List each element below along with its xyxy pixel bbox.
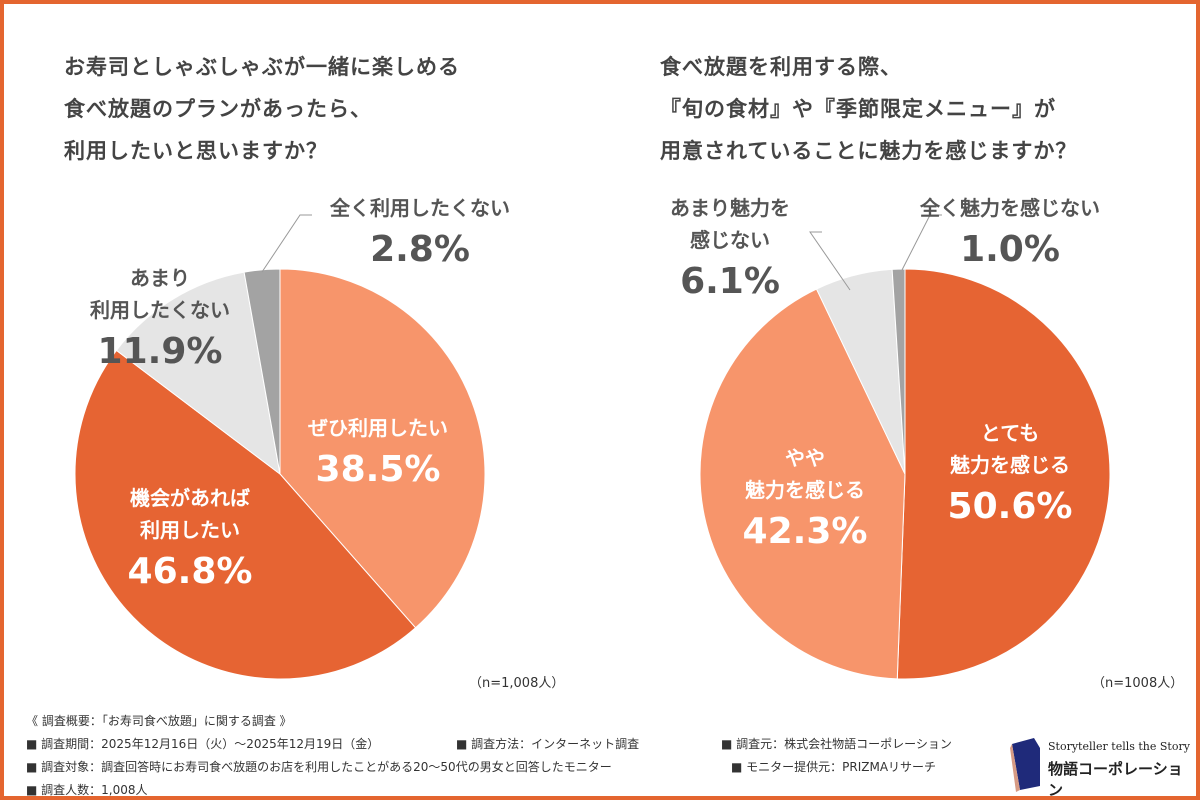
- pie1-slice-0-label: とても: [981, 421, 1039, 445]
- title-line: 用意されていることに魅力を感じますか？: [660, 139, 1078, 163]
- survey-source: ■ 調査元：株式会社物語コーポレーション: [721, 737, 952, 751]
- pie0-slice-1-value: 46.8%: [128, 551, 253, 592]
- title-line: 利用したいと思いますか？: [64, 139, 328, 163]
- pie1-slice-3-value: 1.0%: [960, 229, 1060, 270]
- survey-count: ■ 調査人数：1,008人: [26, 783, 148, 797]
- survey-summary: 《 調査概要：「お寿司食べ放題」に関する調査 》 ■ 調査期間：2025年12月…: [26, 710, 952, 802]
- pie0-slice-3-label: 全く利用したくない: [329, 196, 510, 220]
- pie0-slice-2-label: 利用したくない: [90, 298, 230, 322]
- left-sample-note: （n=1,008人）: [469, 676, 565, 691]
- left-chart-title: お寿司としゃぶしゃぶが一緒に楽しめる 食べ放題のプランがあったら、 利用したいと…: [64, 46, 460, 172]
- pie1-slice-2-value: 6.1%: [680, 261, 780, 302]
- pie0-slice-1: [74, 349, 417, 680]
- pie1-slice-2-label: あまり魅力を: [670, 196, 790, 220]
- summary-heading: 《 調査概要：「お寿司食べ放題」に関する調査 》: [26, 714, 292, 728]
- survey-period: ■ 調査期間：2025年12月16日（火）～2025年12月19日（金）: [26, 737, 380, 751]
- survey-provider: ■ モニター提供元：PRIZMAリサーチ: [731, 760, 937, 774]
- pie0-slice-2-value: 11.9%: [98, 331, 223, 372]
- title-line: お寿司としゃぶしゃぶが一緒に楽しめる: [64, 55, 460, 79]
- pie1-slice-1-label: 魅力を感じる: [745, 478, 865, 502]
- survey-method: ■ 調査方法：インターネット調査: [456, 737, 640, 751]
- right-chart-title: 食べ放題を利用する際、 『旬の食材』や『季節限定メニュー』が 用意されていること…: [660, 46, 1077, 172]
- pie0-slice-3-value: 2.8%: [370, 229, 470, 270]
- leader-line: [809, 231, 851, 291]
- pie1-slice-2-label: 感じない: [690, 228, 770, 252]
- pie0-slice-0: [279, 268, 486, 629]
- company-logo: Storyteller tells the Story 物語コーポレーション: [1006, 734, 1196, 799]
- pie0-slice-2-label: あまり: [130, 266, 190, 290]
- pie1-slice-0-value: 50.6%: [948, 486, 1073, 527]
- leader-line: [261, 214, 312, 273]
- logo-tagline: Storyteller tells the Story: [1048, 740, 1190, 753]
- pie1-slice-3-label: 全く魅力を感じない: [919, 196, 1100, 220]
- pie0-slice-1-label: 利用したい: [140, 518, 240, 542]
- pie1-slice-3: [891, 268, 906, 475]
- pie0-slice-0-label: ぜひ利用したい: [308, 416, 448, 440]
- pie1-slice-1: [699, 288, 906, 680]
- pie1-slice-0-label: 魅力を感じる: [950, 453, 1070, 477]
- pie1-slice-1-value: 42.3%: [743, 511, 868, 552]
- leader-line: [901, 214, 942, 271]
- pie0-slice-1-label: 機会があれば: [130, 486, 250, 510]
- logo-name: 物語コーポレーション: [1048, 760, 1183, 799]
- pie0-slice-2: [115, 271, 281, 476]
- title-line: 食べ放題を利用する際、: [660, 55, 902, 79]
- book-logo-icon: [1010, 738, 1040, 792]
- pie1-slice-1-label: やや: [785, 446, 825, 470]
- pie0-slice-0-value: 38.5%: [316, 449, 441, 490]
- pie0-slice-3: [243, 268, 281, 475]
- pie1-slice-0: [896, 268, 1111, 680]
- title-line: 食べ放題のプランがあったら、: [64, 97, 372, 121]
- survey-target: ■ 調査対象：調査回答時にお寿司食べ放題のお店を利用したことがある20～50代の…: [26, 760, 612, 774]
- right-sample-note: （n=1008人）: [1092, 676, 1184, 691]
- title-line: 『旬の食材』や『季節限定メニュー』が: [660, 97, 1056, 121]
